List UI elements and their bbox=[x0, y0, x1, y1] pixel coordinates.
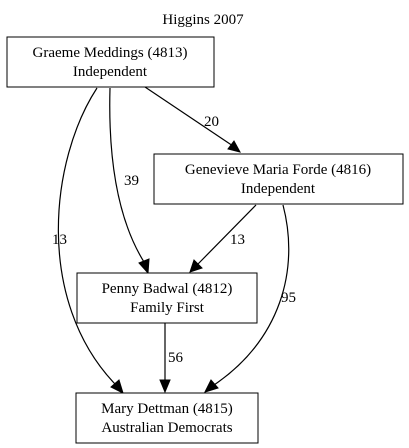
arrow-head bbox=[228, 141, 240, 152]
node-name: Graeme Meddings (4813) bbox=[33, 45, 188, 61]
edge-meddings-to-badwal: 39 bbox=[110, 88, 149, 273]
diagram-title: Higgins 2007 bbox=[162, 12, 244, 28]
edge-forde-to-badwal: 13 bbox=[190, 205, 256, 272]
node-party: Family First bbox=[130, 300, 205, 316]
node-party: Australian Democrats bbox=[101, 420, 232, 436]
node-name: Genevieve Maria Forde (4816) bbox=[185, 162, 371, 178]
arrow-head bbox=[205, 380, 218, 392]
edge-label-meddings-badwal: 39 bbox=[124, 173, 139, 189]
node-graeme-meddings: Graeme Meddings (4813) Independent bbox=[7, 37, 214, 87]
edge-label-forde-badwal: 13 bbox=[230, 232, 245, 248]
node-penny-badwal: Penny Badwal (4812) Family First bbox=[77, 273, 257, 323]
edge-line bbox=[198, 205, 256, 264]
edge-label-meddings-dettman: 13 bbox=[52, 232, 67, 248]
edge-label-badwal-dettman: 56 bbox=[168, 350, 184, 366]
node-mary-dettman: Mary Dettman (4815) Australian Democrats bbox=[76, 393, 258, 443]
edge-line bbox=[145, 87, 233, 146]
edge-label-forde-dettman: 95 bbox=[281, 290, 296, 306]
node-genevieve-maria-forde: Genevieve Maria Forde (4816) Independent bbox=[154, 154, 403, 204]
edge-meddings-to-dettman: 13 bbox=[52, 88, 123, 393]
arrow-head bbox=[139, 259, 149, 273]
node-party: Independent bbox=[73, 64, 148, 80]
edge-label-meddings-forde: 20 bbox=[204, 114, 219, 130]
node-name: Mary Dettman (4815) bbox=[101, 401, 233, 417]
edge-badwal-to-dettman: 56 bbox=[160, 323, 184, 392]
arrow-head bbox=[160, 380, 170, 392]
node-party: Independent bbox=[241, 181, 316, 197]
node-name: Penny Badwal (4812) bbox=[102, 281, 233, 297]
edge-meddings-to-forde: 20 bbox=[145, 87, 240, 152]
